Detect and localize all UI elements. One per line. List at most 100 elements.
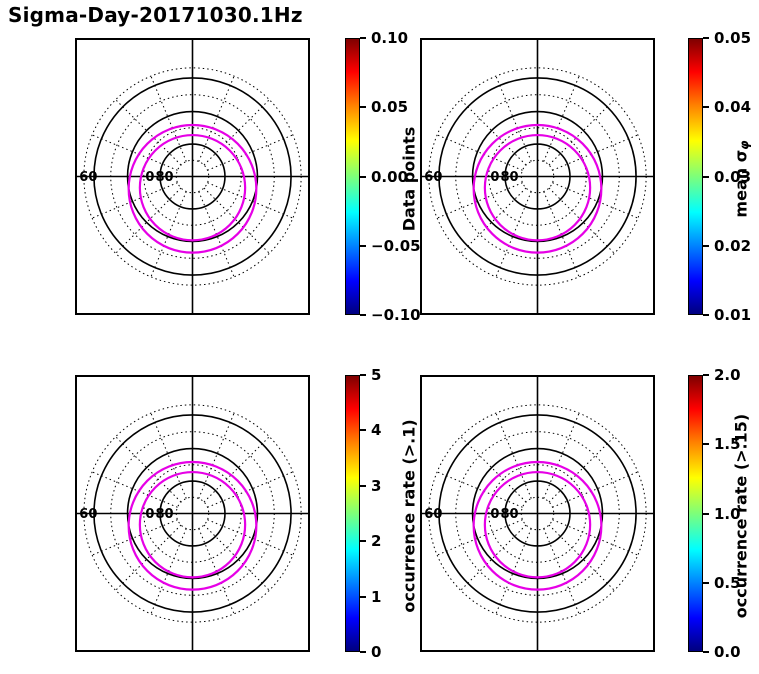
colorbar-tick-label: 0.05 — [371, 98, 409, 117]
polar-sky-plot: 60 0 80 — [420, 375, 655, 652]
colorbar-label: Data points — [396, 40, 420, 317]
colorbar-tick-label: 3 — [371, 476, 382, 495]
ring-label: 80 — [155, 507, 173, 522]
colorbar-tick-label: 0.01 — [714, 306, 752, 324]
tick-mark-icon — [360, 106, 366, 109]
colorbar-tick-label: 0.02 — [714, 236, 752, 255]
polar-sky-plot: 60 0 80 — [75, 38, 310, 315]
ring-label: 80 — [155, 170, 173, 185]
colorbar-gradient — [345, 38, 360, 315]
tick-mark-icon — [360, 37, 366, 39]
colorbar-tick-label: 0.0 — [714, 643, 741, 661]
tick-mark-icon — [703, 175, 709, 178]
polar-sky-plot: 60 0 80 — [75, 375, 310, 652]
tick-mark-icon — [703, 244, 709, 247]
colorbar-occurrence-15: 2.0 1.5 1.0 0.5 0.0 — [688, 366, 741, 661]
colorbar-label: occurrence rate (>.15) — [728, 377, 752, 654]
colorbar-tick-label: 0.05 — [714, 29, 752, 47]
tick-mark-icon — [703, 512, 709, 515]
colorbar-tick: 1 — [360, 588, 381, 606]
colorbar-tick-label: 0.5 — [714, 573, 741, 592]
ring-label: 80 — [500, 170, 518, 185]
colorbar-tick: 0.10 — [360, 29, 408, 47]
colorbar-tick-label: −0.10 — [371, 306, 421, 324]
ring-label: 60 — [424, 170, 442, 185]
colorbar-gradient — [688, 38, 703, 315]
colorbar-tick: 0.04 — [703, 98, 751, 116]
colorbar-tick: 0.02 — [703, 237, 751, 255]
colorbar-tick: 0.05 — [360, 98, 408, 116]
colorbar-tick: 0.01 — [703, 306, 751, 324]
tick-mark-icon — [360, 374, 366, 376]
colorbar-label: occurrence rate (>.1) — [396, 377, 420, 654]
ring-label: 0 — [145, 507, 154, 522]
figure-title: Sigma-Day-20171030.1Hz — [8, 3, 303, 27]
tick-mark-icon — [703, 314, 709, 316]
tick-mark-icon — [360, 175, 366, 178]
colorbar-tick: 0 — [360, 643, 381, 661]
colorbar-gradient — [345, 375, 360, 652]
tick-mark-icon — [703, 106, 709, 109]
subplot-top-left: 60 0 80 — [75, 38, 310, 315]
ring-label: 60 — [424, 507, 442, 522]
tick-mark-icon — [703, 37, 709, 39]
colorbar-tick: 0.5 — [703, 574, 741, 592]
colorbar-tick: 0.0 — [703, 643, 741, 661]
colorbar-tick-label: 0.00 — [371, 167, 409, 186]
ring-label: 0 — [490, 170, 499, 185]
tick-mark-icon — [703, 443, 709, 446]
tick-mark-icon — [360, 244, 366, 247]
colorbar-tick-label: 1 — [371, 587, 382, 606]
tick-mark-icon — [703, 374, 709, 376]
colorbar-label-text: occurrence rate (>.15) — [730, 413, 750, 618]
colorbar-tick-label: −0.05 — [371, 236, 421, 255]
ring-label: 60 — [79, 507, 97, 522]
colorbar-ticks: 2.0 1.5 1.0 0.5 0.0 — [703, 366, 759, 661]
colorbar-label-text: occurrence rate (>.1) — [398, 418, 418, 613]
colorbar-tick: 0.03 — [703, 168, 751, 186]
colorbar-label-text: Data points — [398, 126, 418, 231]
colorbar-occurrence-1: 5 4 3 2 1 0 — [345, 366, 381, 661]
subplot-bottom-right: 60 0 80 — [420, 375, 655, 652]
colorbar-tick: 2.0 — [703, 366, 741, 384]
polar-sky-plot: 60 0 80 — [420, 38, 655, 315]
colorbar-tick-label: 0.03 — [714, 167, 752, 186]
colorbar-tick: 0.05 — [703, 29, 751, 47]
colorbar-tick: 2 — [360, 532, 381, 550]
colorbar-label-text: mean σ — [730, 149, 750, 218]
colorbar-tick: 1.0 — [703, 505, 741, 523]
subplot-top-right: 60 0 80 — [420, 38, 655, 315]
colorbar-data-points: 0.10 0.05 0.00 −0.05 −0.10 — [345, 29, 421, 324]
colorbar-tick-label: 0.04 — [714, 98, 752, 117]
ring-label: 80 — [500, 507, 518, 522]
tick-mark-icon — [360, 595, 366, 598]
tick-mark-icon — [703, 651, 709, 653]
colorbar-tick-label: 0 — [371, 643, 382, 661]
colorbar-tick-label: 4 — [371, 421, 382, 440]
colorbar-tick: 4 — [360, 421, 381, 439]
colorbar-tick: 5 — [360, 366, 381, 384]
colorbar-tick-label: 2 — [371, 532, 382, 551]
colorbar-tick: 0.00 — [360, 168, 408, 186]
colorbar-ticks: 0.10 0.05 0.00 −0.05 −0.10 — [360, 29, 430, 324]
colorbar-tick-label: 0.10 — [371, 29, 409, 47]
colorbar-tick: 3 — [360, 477, 381, 495]
ring-label: 0 — [490, 507, 499, 522]
colorbar-tick-label: 1.0 — [714, 504, 741, 523]
tick-mark-icon — [360, 540, 366, 543]
tick-mark-icon — [360, 651, 366, 653]
colorbar-tick-label: 2.0 — [714, 366, 741, 384]
colorbar-tick-label: 5 — [371, 366, 382, 384]
tick-mark-icon — [360, 484, 366, 487]
colorbar-tick: −0.05 — [360, 237, 421, 255]
tick-mark-icon — [360, 429, 366, 432]
tick-mark-icon — [703, 581, 709, 584]
tick-mark-icon — [360, 314, 366, 316]
colorbar-tick: −0.10 — [360, 306, 421, 324]
colorbar-tick: 1.5 — [703, 435, 741, 453]
colorbar-ticks: 0.05 0.04 0.03 0.02 0.01 — [703, 29, 759, 324]
ring-label: 0 — [145, 170, 154, 185]
colorbar-label-subscript: φ — [737, 139, 751, 150]
